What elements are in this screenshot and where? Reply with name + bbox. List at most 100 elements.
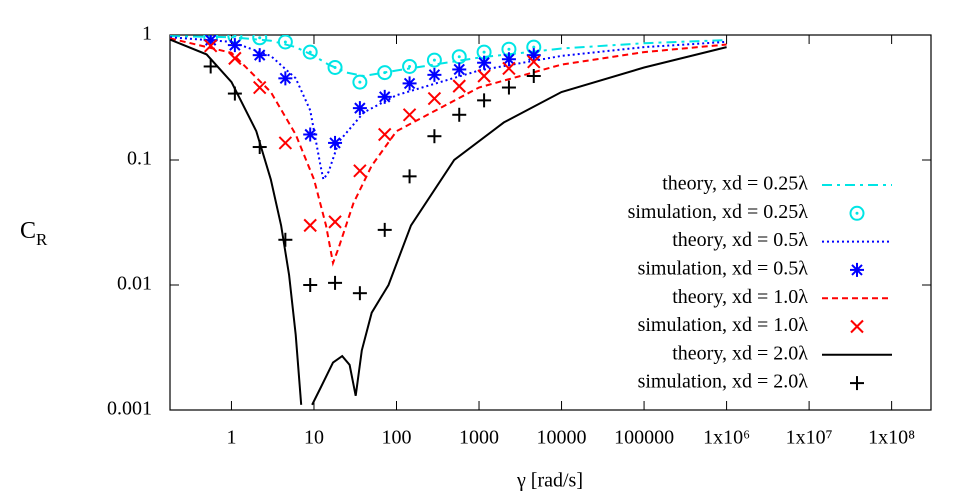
marker [849, 205, 865, 221]
y-axis-label-sub: R [36, 230, 48, 249]
marker [377, 65, 393, 81]
marker-dot [432, 58, 436, 62]
marker-stroke [253, 80, 267, 95]
marker [452, 62, 467, 77]
marker-ring [426, 52, 442, 68]
marker-stroke [329, 137, 341, 149]
marker-dot [383, 71, 387, 75]
marker-stroke [203, 39, 218, 53]
marker-dot [457, 55, 461, 59]
marker [353, 164, 367, 178]
marker [402, 58, 418, 74]
marker [502, 61, 516, 76]
legend-label: simulation, xd = 0.25λ [628, 201, 809, 223]
marker [477, 55, 492, 70]
legend-label: simulation, xd = 0.5λ [638, 257, 809, 279]
marker-dot [408, 64, 412, 68]
marker [278, 232, 293, 247]
marker-stroke [354, 102, 366, 114]
marker [328, 135, 343, 150]
marker [327, 59, 343, 75]
marker [501, 80, 516, 95]
marker-stroke [427, 91, 442, 106]
marker [252, 48, 267, 63]
marker-stroke [229, 39, 241, 51]
marker [252, 35, 268, 46]
x-tick-label: 100 [381, 427, 411, 449]
legend-entry: theory, xd = 2.0λ [672, 342, 892, 364]
marker-stroke [328, 215, 342, 229]
marker-dot [283, 40, 287, 44]
legend-entry: theory, xd = 0.5λ [672, 229, 892, 251]
x-tick-label: 1x10⁸ [868, 427, 915, 449]
marker-stroke [378, 127, 392, 142]
marker [303, 278, 318, 292]
marker [526, 68, 541, 83]
marker-stroke [278, 136, 293, 150]
legend-label: simulation, xd = 2.0λ [638, 371, 809, 393]
marker [377, 89, 392, 104]
y-tick-label: 0.01 [117, 273, 152, 295]
marker [303, 218, 317, 233]
legend-entry: simulation, xd = 1.0λ [638, 314, 864, 336]
marker-stroke [502, 61, 516, 76]
marker [477, 93, 492, 108]
legend-entry: theory, xd = 0.25λ [662, 173, 892, 195]
marker-stroke [503, 53, 515, 65]
marker-stroke [850, 319, 864, 334]
marker-stroke [353, 164, 367, 178]
plot-area [170, 35, 727, 406]
marker [850, 376, 864, 391]
marker [402, 169, 417, 184]
marker [427, 129, 442, 144]
marker [402, 108, 417, 122]
x-tick-label: 10 [304, 427, 324, 449]
marker-ring [327, 59, 343, 75]
marker [228, 51, 242, 66]
marker-dot [855, 211, 859, 215]
marker [427, 67, 442, 82]
legend-label: theory, xd = 2.0λ [672, 342, 808, 364]
marker-stroke [303, 218, 317, 233]
marker [227, 38, 242, 53]
marker-stroke [304, 128, 316, 141]
x-tick-label: 10000 [537, 427, 587, 449]
legend-label: theory, xd = 0.25λ [662, 173, 808, 195]
y-tick-label: 1 [142, 23, 152, 45]
y-tick-label: 0.001 [107, 398, 152, 420]
legend-entry: simulation, xd = 0.5λ [638, 257, 864, 279]
marker [850, 319, 864, 334]
x-tick-label: 1 [226, 427, 236, 449]
marker [426, 52, 442, 68]
marker-stroke [428, 69, 441, 81]
marker-dot [482, 50, 486, 54]
legend-label: theory, xd = 0.5λ [672, 229, 808, 251]
marker-dot [308, 50, 312, 54]
marker [203, 59, 218, 74]
x-tick-label: 1x10⁶ [703, 427, 750, 449]
marker-ring [252, 35, 268, 46]
marker [527, 55, 541, 69]
marker-ring [277, 35, 293, 50]
marker-stroke [478, 57, 490, 69]
marker [402, 76, 417, 91]
marker [427, 91, 442, 106]
marker-dot [233, 35, 237, 38]
y-axis-label: CR [20, 218, 48, 249]
x-tick-label: 1000 [459, 427, 499, 449]
marker-stroke [279, 72, 292, 85]
marker [452, 107, 467, 122]
theory-line [170, 36, 727, 182]
marker [451, 49, 467, 65]
marker [352, 286, 367, 301]
x-tick-label: 1x10⁷ [786, 427, 833, 449]
marker-stroke [851, 264, 863, 276]
legend-entry: simulation, xd = 0.25λ [628, 201, 865, 223]
x-tick-label: 100000 [614, 427, 674, 449]
marker-stroke [379, 91, 391, 103]
marker [328, 215, 342, 229]
marker [203, 39, 218, 53]
legend-label: theory, xd = 1.0λ [672, 286, 808, 308]
